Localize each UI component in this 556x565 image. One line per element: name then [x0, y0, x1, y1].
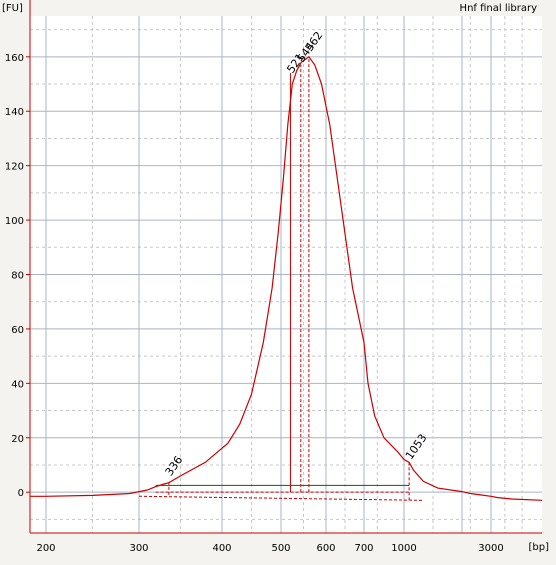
region-markers: [138, 56, 424, 501]
y-tick-label: 160: [5, 53, 24, 64]
x-tick-label: 400: [212, 543, 231, 554]
y-axis-unit: [FU]: [2, 3, 23, 14]
y-tick-label: 120: [5, 162, 24, 173]
x-tick-label: 300: [129, 543, 148, 554]
y-tick-label: 20: [11, 434, 24, 445]
y-tick-label: 140: [5, 107, 24, 118]
x-axis-unit: [bp]: [529, 542, 550, 553]
y-tick-label: 0: [18, 488, 24, 499]
series-lines: [30, 55, 543, 501]
x-tick-label: 1000: [391, 543, 416, 554]
x-tick-label: 600: [316, 543, 335, 554]
chart-title: Hnf final library: [460, 3, 538, 14]
y-tick-label: 100: [5, 216, 24, 227]
grid-lines: [30, 16, 542, 533]
y-tick-label: 80: [11, 271, 24, 282]
axes: 0 20 40 60 80 100 120 140 160 200 300 400 500 600 700 1…: [5, 0, 542, 554]
axis-text: [FU] Hnf final library [bp]: [2, 3, 549, 553]
y-tick-label: 60: [11, 325, 24, 336]
x-tick-label: 3000: [478, 543, 503, 554]
y-tick-label: 40: [11, 379, 24, 390]
x-tick-label: 200: [36, 543, 55, 554]
region-floor-dashed: [138, 495, 424, 501]
series-line-0: [30, 55, 543, 501]
x-tick-label: 500: [271, 543, 290, 554]
x-tick-label: 700: [354, 543, 373, 554]
